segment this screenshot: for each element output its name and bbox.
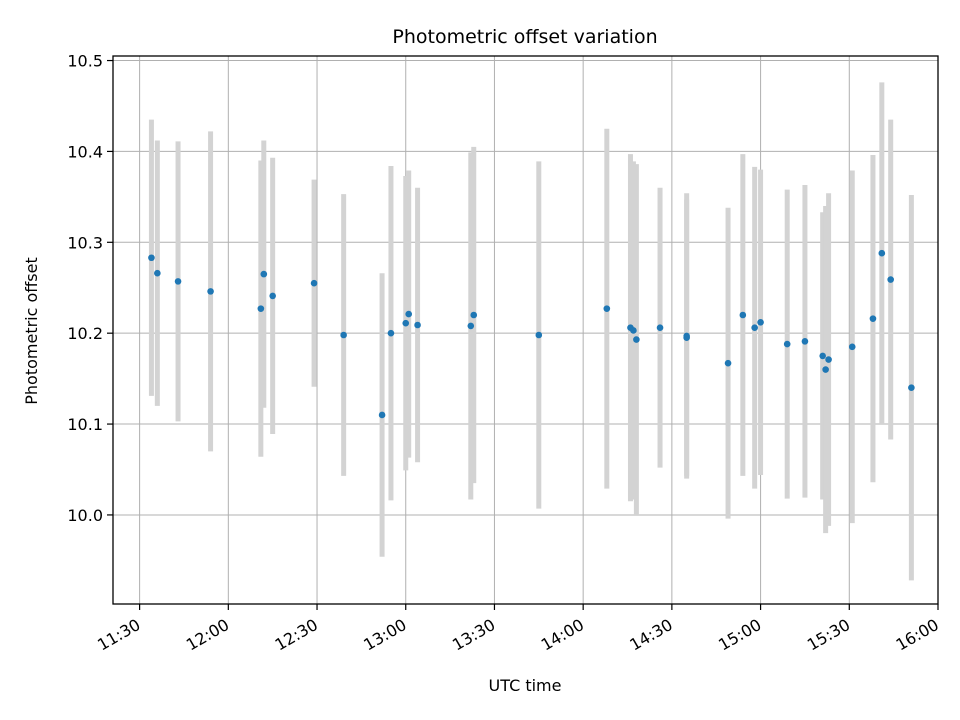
data-point [887,276,894,283]
data-point [801,338,809,345]
data-point [269,292,276,300]
data-point [467,322,475,330]
y-tick-label: 10.1 [67,415,103,434]
data-point [757,318,764,326]
data-point [310,279,318,287]
data-point [751,324,758,332]
data-point [207,288,214,295]
data-point [470,311,478,319]
data-point [878,249,886,257]
data-point [148,254,155,262]
data-point [783,340,791,348]
data-point [387,329,395,337]
data-point [908,384,915,392]
plot-frame [112,55,939,605]
data-point [414,321,421,329]
data-point [535,331,543,339]
x-axis-label: UTC time [489,676,562,695]
data-point [603,305,611,312]
data-point [378,411,386,419]
data-point [402,319,410,327]
data-point [257,305,265,312]
data-point [825,356,832,363]
data-point [683,334,690,342]
y-tick-label: 10.2 [67,324,103,343]
data-point [630,327,637,334]
y-axis-ticks: 10.0 10.1 10.2 10.3 10.4 10.5 [67,52,113,525]
data-point [174,278,182,285]
data-points [148,249,915,419]
data-point [869,315,877,322]
chart-title: Photometric offset variation [392,26,657,48]
data-point [633,336,640,343]
grid [113,56,939,604]
data-point [848,343,856,351]
data-point [656,324,664,332]
data-point [260,270,268,278]
data-point [405,310,412,318]
data-point [340,331,347,339]
y-tick-label: 10.4 [67,142,103,161]
y-tick-label: 10.0 [67,506,103,525]
y-tick-label: 10.3 [67,233,103,252]
data-point [739,311,747,319]
y-axis-label: Photometric offset [22,257,41,405]
data-point [724,359,732,367]
y-tick-label: 10.5 [67,52,103,71]
data-point [819,352,826,360]
data-point [822,366,829,373]
data-point [154,269,161,277]
